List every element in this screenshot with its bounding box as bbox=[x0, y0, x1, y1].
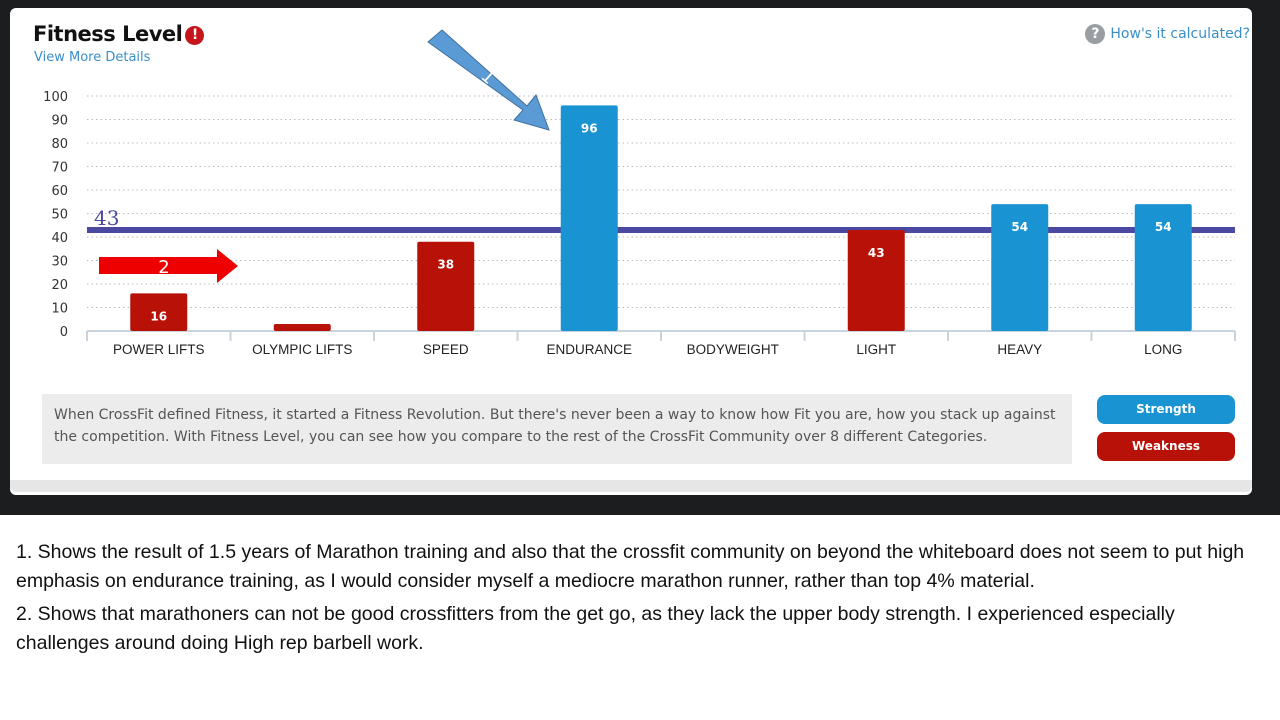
y-tick-label: 20 bbox=[51, 278, 68, 293]
x-category-label: SPEED bbox=[423, 342, 469, 357]
hows-it-calculated-link[interactable]: ? How's it calculated? bbox=[1085, 24, 1250, 44]
note-1: 1. Shows the result of 1.5 years of Mara… bbox=[16, 541, 1245, 592]
help-icon: ? bbox=[1085, 24, 1106, 44]
calc-link-text: How's it calculated? bbox=[1110, 26, 1250, 42]
view-more-details-link[interactable]: View More Details bbox=[34, 50, 151, 65]
y-tick-label: 60 bbox=[51, 184, 68, 199]
y-tick-label: 90 bbox=[51, 114, 68, 129]
annotation-arrow-2 bbox=[99, 249, 238, 283]
x-category-label: LONG bbox=[1144, 342, 1182, 357]
y-tick-label: 80 bbox=[51, 137, 68, 152]
description-box: When CrossFit defined Fitness, it starte… bbox=[42, 394, 1072, 464]
legend-strength: Strength bbox=[1097, 395, 1235, 424]
bar-value-label: 38 bbox=[437, 258, 454, 272]
bar-olympic-lifts bbox=[273, 323, 331, 331]
x-category-label: LIGHT bbox=[856, 342, 896, 357]
bar-speed bbox=[417, 241, 475, 331]
bar-endurance bbox=[560, 105, 618, 332]
y-tick-label: 10 bbox=[51, 302, 68, 317]
fitness-bar-chart: 0 10 20 30 40 50 60 70 80 90 100 16 POWER LIFTS OLYMP… bbox=[43, 29, 1236, 357]
y-tick-label: 50 bbox=[51, 208, 68, 223]
legend-weakness: Weakness bbox=[1097, 432, 1235, 461]
x-category-label: HEAVY bbox=[997, 342, 1042, 357]
y-tick-label: 100 bbox=[43, 90, 68, 105]
bar-power-lifts bbox=[130, 293, 188, 331]
bar-heavy bbox=[991, 204, 1049, 331]
title-text: Fitness Level bbox=[33, 22, 183, 46]
bar-value-label: 96 bbox=[581, 121, 598, 135]
x-category-label: ENDURANCE bbox=[546, 342, 632, 357]
y-tick-label: 70 bbox=[51, 161, 68, 176]
bar-value-label: 54 bbox=[1011, 220, 1028, 234]
alert-icon: ! bbox=[185, 26, 205, 45]
bar-value-label: 16 bbox=[150, 309, 167, 323]
annotation-label-2: 2 bbox=[158, 257, 169, 278]
card-footer bbox=[10, 480, 1252, 492]
x-category-label: POWER LIFTS bbox=[113, 342, 205, 357]
annotation-arrow-1 bbox=[427, 29, 550, 131]
bar-value-label: 43 bbox=[868, 246, 885, 260]
x-category-label: OLYMPIC LIFTS bbox=[252, 342, 352, 357]
bar-value-label: 54 bbox=[1155, 220, 1172, 234]
bar-long bbox=[1134, 204, 1192, 331]
bar-light bbox=[847, 229, 905, 331]
note-2: 2. Shows that marathoners can not be goo… bbox=[16, 603, 1175, 654]
page-title: Fitness Level! bbox=[33, 22, 205, 46]
x-category-label: BODYWEIGHT bbox=[687, 342, 779, 357]
y-tick-label: 30 bbox=[51, 255, 68, 270]
y-tick-label: 0 bbox=[60, 325, 68, 340]
y-tick-label: 40 bbox=[51, 231, 68, 246]
average-label: 43 bbox=[94, 206, 119, 230]
slide-notes: 1. Shows the result of 1.5 years of Mara… bbox=[16, 538, 1266, 662]
